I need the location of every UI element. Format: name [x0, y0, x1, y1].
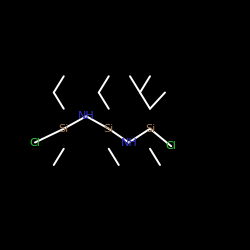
Text: Si: Si [58, 124, 69, 134]
Text: Cl: Cl [166, 141, 177, 151]
Text: Cl: Cl [30, 138, 40, 147]
Text: NH: NH [120, 138, 137, 147]
Text: Si: Si [145, 124, 155, 134]
Text: NH: NH [78, 111, 94, 121]
Text: Si: Si [104, 124, 114, 134]
